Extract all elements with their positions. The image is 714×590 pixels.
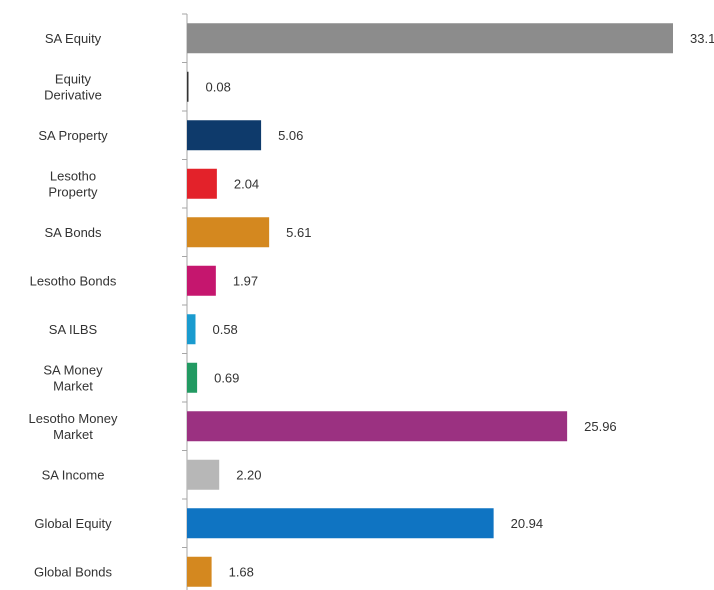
value-label-lesotho-property: 2.04 xyxy=(234,176,259,191)
chart-bars xyxy=(187,23,673,587)
value-label-sa-money-market: 0.69 xyxy=(214,370,239,385)
bar-lesotho-money-market xyxy=(187,411,568,442)
bar-global-bonds xyxy=(187,556,212,587)
category-label-sa-property: SA Property xyxy=(38,128,108,143)
category-label-lesotho-money-market: Lesotho Money Market xyxy=(29,411,118,442)
category-label-sa-ilbs: SA ILBS xyxy=(49,322,98,337)
category-label-sa-bonds: SA Bonds xyxy=(44,225,102,240)
value-label-sa-ilbs: 0.58 xyxy=(212,322,237,337)
bar-sa-property xyxy=(187,120,262,151)
bar-equity-derivative xyxy=(187,71,189,102)
bar-lesotho-bonds xyxy=(187,265,216,296)
value-label-global-bonds: 1.68 xyxy=(229,564,254,579)
chart-axis xyxy=(182,13,188,590)
bar-sa-equity xyxy=(187,23,673,54)
category-label-equity-derivative: Equity Derivative xyxy=(44,71,102,102)
bar-lesotho-property xyxy=(187,168,217,199)
bar-global-equity xyxy=(187,508,494,539)
value-label-sa-income: 2.20 xyxy=(236,467,261,482)
category-label-sa-income: SA Income xyxy=(42,467,105,482)
value-label-lesotho-money-market: 25.96 xyxy=(584,419,617,434)
value-label-equity-derivative: 0.08 xyxy=(206,79,231,94)
value-label-sa-property: 5.06 xyxy=(278,128,303,143)
bar-sa-income xyxy=(187,459,220,490)
bar-sa-bonds xyxy=(187,217,270,248)
bar-sa-money-market xyxy=(187,362,198,393)
value-label-lesotho-bonds: 1.97 xyxy=(233,273,258,288)
category-label-sa-equity: SA Equity xyxy=(45,31,102,46)
value-label-sa-equity: 33.19 xyxy=(690,31,714,46)
category-label-lesotho-bonds: Lesotho Bonds xyxy=(30,273,117,288)
category-label-global-equity: Global Equity xyxy=(34,516,112,531)
value-label-sa-bonds: 5.61 xyxy=(286,225,311,240)
category-label-lesotho-property: Lesotho Property xyxy=(48,168,98,199)
bar-sa-ilbs xyxy=(187,314,196,345)
value-label-global-equity: 20.94 xyxy=(511,516,544,531)
category-label-sa-money-market: SA Money Market xyxy=(43,362,103,393)
category-label-global-bonds: Global Bonds xyxy=(34,564,113,579)
